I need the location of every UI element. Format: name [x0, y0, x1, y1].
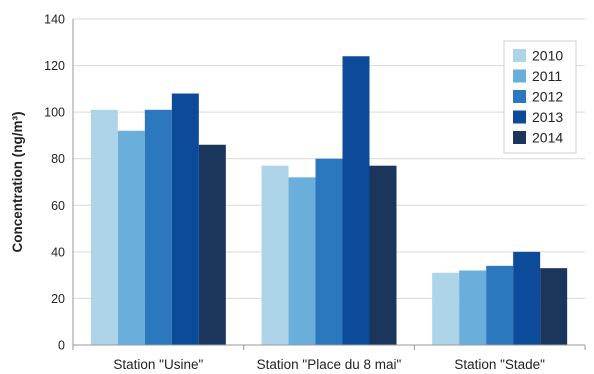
y-tick-label: 40: [51, 245, 65, 259]
bar-2013-3: [513, 251, 541, 345]
axes: [72, 19, 586, 350]
y-tick-label: 80: [51, 152, 65, 166]
bar-2011-2: [288, 177, 316, 345]
category-label: Station "Usine": [113, 357, 203, 372]
legend-swatch-2010: [513, 49, 526, 62]
category-label: Station "Place du 8 mai": [257, 357, 402, 372]
bar-2013-2: [342, 56, 370, 345]
bars: [90, 56, 568, 345]
y-axis-label: Concentration (ng/m³): [10, 112, 25, 253]
bar-2010-2: [261, 165, 289, 345]
bar-2014-1: [198, 144, 226, 345]
category-label: Station "Stade": [454, 357, 545, 372]
y-tick-labels: 0 20 40 60 80 100 120 140: [44, 13, 65, 353]
y-tick-label: 0: [58, 339, 65, 353]
bar-2012-2: [315, 158, 343, 345]
legend-swatch-2012: [513, 90, 526, 103]
legend-swatch-2013: [513, 110, 526, 124]
bar-2014-3: [540, 268, 568, 345]
bar-2012-1: [144, 109, 172, 345]
bar-2013-1: [171, 93, 199, 345]
bar-2012-3: [486, 265, 514, 345]
y-tick-label: 100: [44, 106, 65, 120]
legend-label: 2014: [532, 130, 563, 146]
legend-swatch-2011: [513, 69, 526, 83]
legend-label: 2010: [532, 48, 563, 64]
legend-label: 2012: [532, 89, 563, 105]
bar-2014-2: [369, 165, 397, 345]
bar-2010-1: [90, 109, 118, 345]
legend-label: 2013: [532, 109, 563, 125]
category-labels: Station "Usine" Station "Place du 8 mai" S…: [113, 357, 545, 372]
legend-swatch-2014: [513, 131, 526, 144]
bar-2010-3: [432, 272, 460, 345]
y-tick-label: 60: [51, 199, 65, 213]
y-tick-label: 120: [44, 59, 65, 73]
y-tick-label: 140: [44, 13, 65, 27]
y-tick-label: 20: [51, 292, 65, 306]
bar-2011-3: [459, 270, 487, 345]
legend-label: 2011: [532, 68, 562, 84]
bar-2011-1: [117, 130, 145, 345]
legend: 2010 2011 2012 2013 2014: [503, 40, 577, 154]
